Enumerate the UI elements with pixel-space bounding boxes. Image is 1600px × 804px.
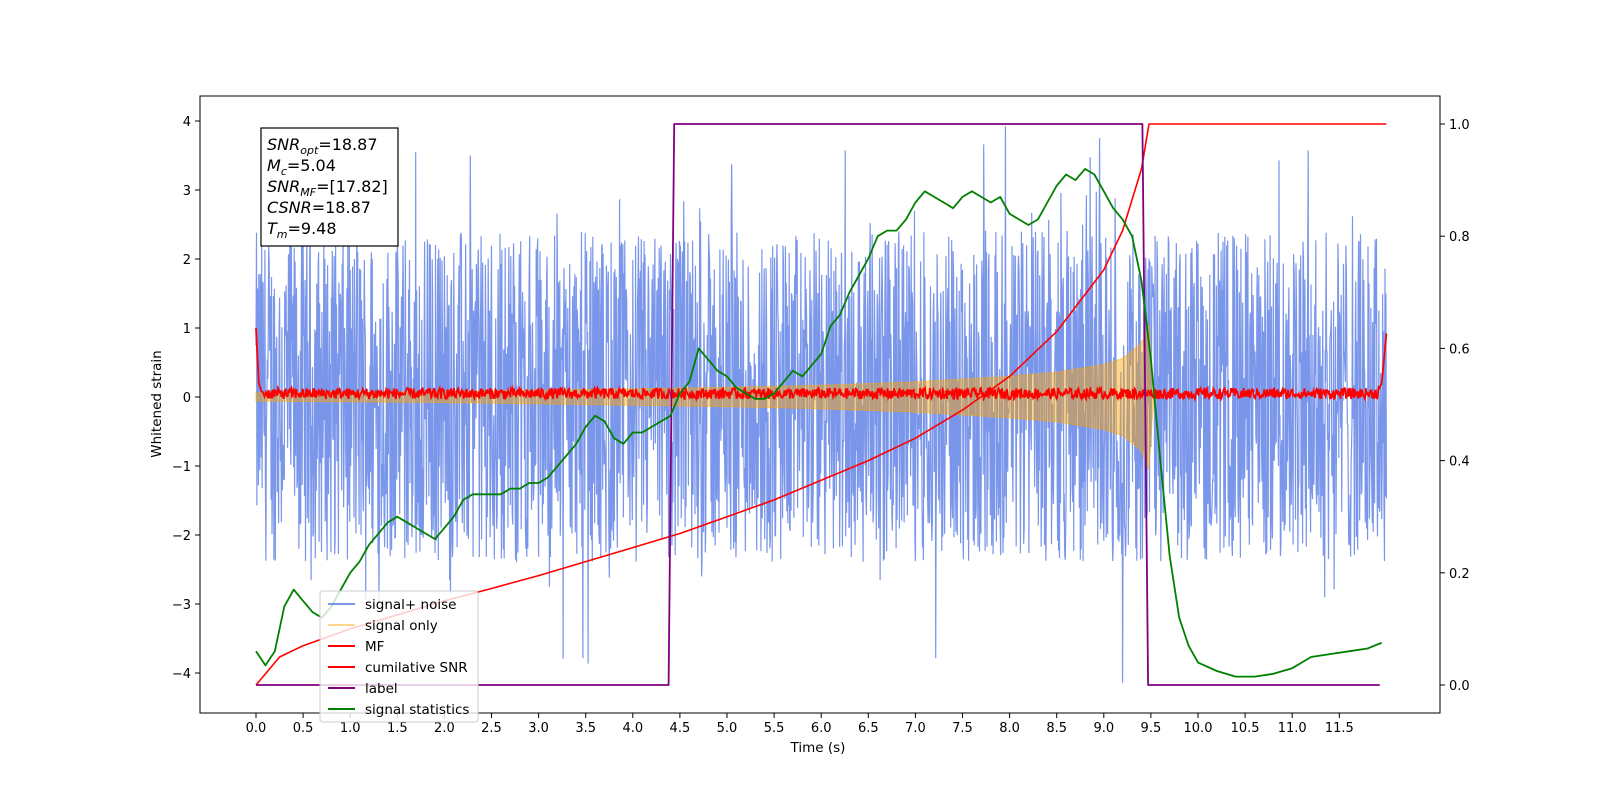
x-tick-label: 3.0 xyxy=(528,721,549,736)
x-tick-label: 9.0 xyxy=(1093,721,1114,736)
x-tick-label: 2.0 xyxy=(434,721,455,736)
x-tick-label: 5.5 xyxy=(764,721,785,736)
x-axis: 0.0 0.5 1.0 1.5 2.0 2.5 3.0 3.5 4.0 4.5 5.0 5.5 6.0 6… xyxy=(246,713,1354,736)
x-tick-label: 1.0 xyxy=(340,721,361,736)
y-right-tick-label: 0.8 xyxy=(1449,230,1470,245)
legend-label: signal only xyxy=(365,618,438,634)
legend-label: cumilative SNR xyxy=(365,660,468,676)
x-tick-label: 0.0 xyxy=(246,721,267,736)
signal-noise-line xyxy=(255,126,1387,683)
y-left-tick-label: −1 xyxy=(172,460,191,475)
y-axis-left: 4 3 2 1 0 −1 −2 −3 −4 xyxy=(172,115,200,682)
y-left-tick-label: 1 xyxy=(183,322,191,337)
y-left-tick-label: −4 xyxy=(172,667,191,682)
x-tick-label: 9.5 xyxy=(1141,721,1162,736)
annotation-frame xyxy=(260,127,399,247)
x-tick-label: 0.5 xyxy=(293,721,314,736)
y-right-tick-label: 0.4 xyxy=(1449,455,1470,470)
y-left-tick-label: −2 xyxy=(172,529,191,544)
legend: signal+ noise signal only MF cumilative SNR… xyxy=(319,590,479,723)
label-line xyxy=(256,123,1380,686)
annotation-snr-mf: SNRMF=[17.82] xyxy=(267,177,388,199)
x-tick-label: 6.5 xyxy=(858,721,879,736)
y-axis-left-label: Whitened strain xyxy=(149,350,165,457)
y-right-tick-label: 1.0 xyxy=(1449,118,1470,133)
y-axis-right: 1.0 0.8 0.6 0.4 0.2 0.0 xyxy=(1440,118,1470,694)
y-left-tick-label: 2 xyxy=(183,253,191,268)
x-tick-label: 1.5 xyxy=(387,721,408,736)
x-tick-label: 4.0 xyxy=(622,721,643,736)
x-tick-label: 4.5 xyxy=(670,721,691,736)
x-tick-label: 6.0 xyxy=(811,721,832,736)
x-tick-label: 5.0 xyxy=(717,721,738,736)
x-tick-label: 11.0 xyxy=(1278,721,1307,736)
x-tick-label: 2.5 xyxy=(481,721,502,736)
plot-frame xyxy=(199,95,1441,714)
x-tick-label: 3.5 xyxy=(575,721,596,736)
x-tick-label: 11.5 xyxy=(1325,721,1354,736)
y-left-tick-label: 3 xyxy=(183,184,191,199)
annotation-mc: Mc=5.04 xyxy=(267,156,336,178)
annotation-tm: Tm=9.48 xyxy=(267,219,337,241)
mf-line xyxy=(255,327,1388,403)
legend-label: signal statistics xyxy=(365,702,469,718)
annotation-snr-opt: SNRopt=18.87 xyxy=(267,135,378,157)
legend-frame xyxy=(319,590,479,723)
legend-label: label xyxy=(365,681,398,697)
x-tick-label: 10.5 xyxy=(1231,721,1260,736)
y-right-tick-label: 0.6 xyxy=(1449,342,1470,357)
x-tick-label: 8.0 xyxy=(999,721,1020,736)
legend-label: MF xyxy=(365,639,384,655)
y-right-tick-label: 0.2 xyxy=(1449,567,1470,582)
x-tick-label: 10.0 xyxy=(1184,721,1213,736)
series-signal-noise xyxy=(255,126,1387,683)
x-tick-label: 8.5 xyxy=(1046,721,1067,736)
y-left-tick-label: −3 xyxy=(172,598,191,613)
y-left-tick-label: 4 xyxy=(183,115,191,130)
legend-label: signal+ noise xyxy=(365,597,456,613)
y-left-tick-label: 0 xyxy=(183,391,191,406)
annotation-box: SNRopt=18.87 Mc=5.04 SNRMF=[17.82] CSNR=… xyxy=(260,127,399,247)
x-axis-label: Time (s) xyxy=(790,740,846,756)
x-tick-label: 7.5 xyxy=(952,721,973,736)
x-tick-label: 7.0 xyxy=(905,721,926,736)
y-right-tick-label: 0.0 xyxy=(1449,679,1470,694)
annotation-csnr: CSNR=18.87 xyxy=(267,198,371,217)
signal-statistics-line xyxy=(255,168,1383,678)
